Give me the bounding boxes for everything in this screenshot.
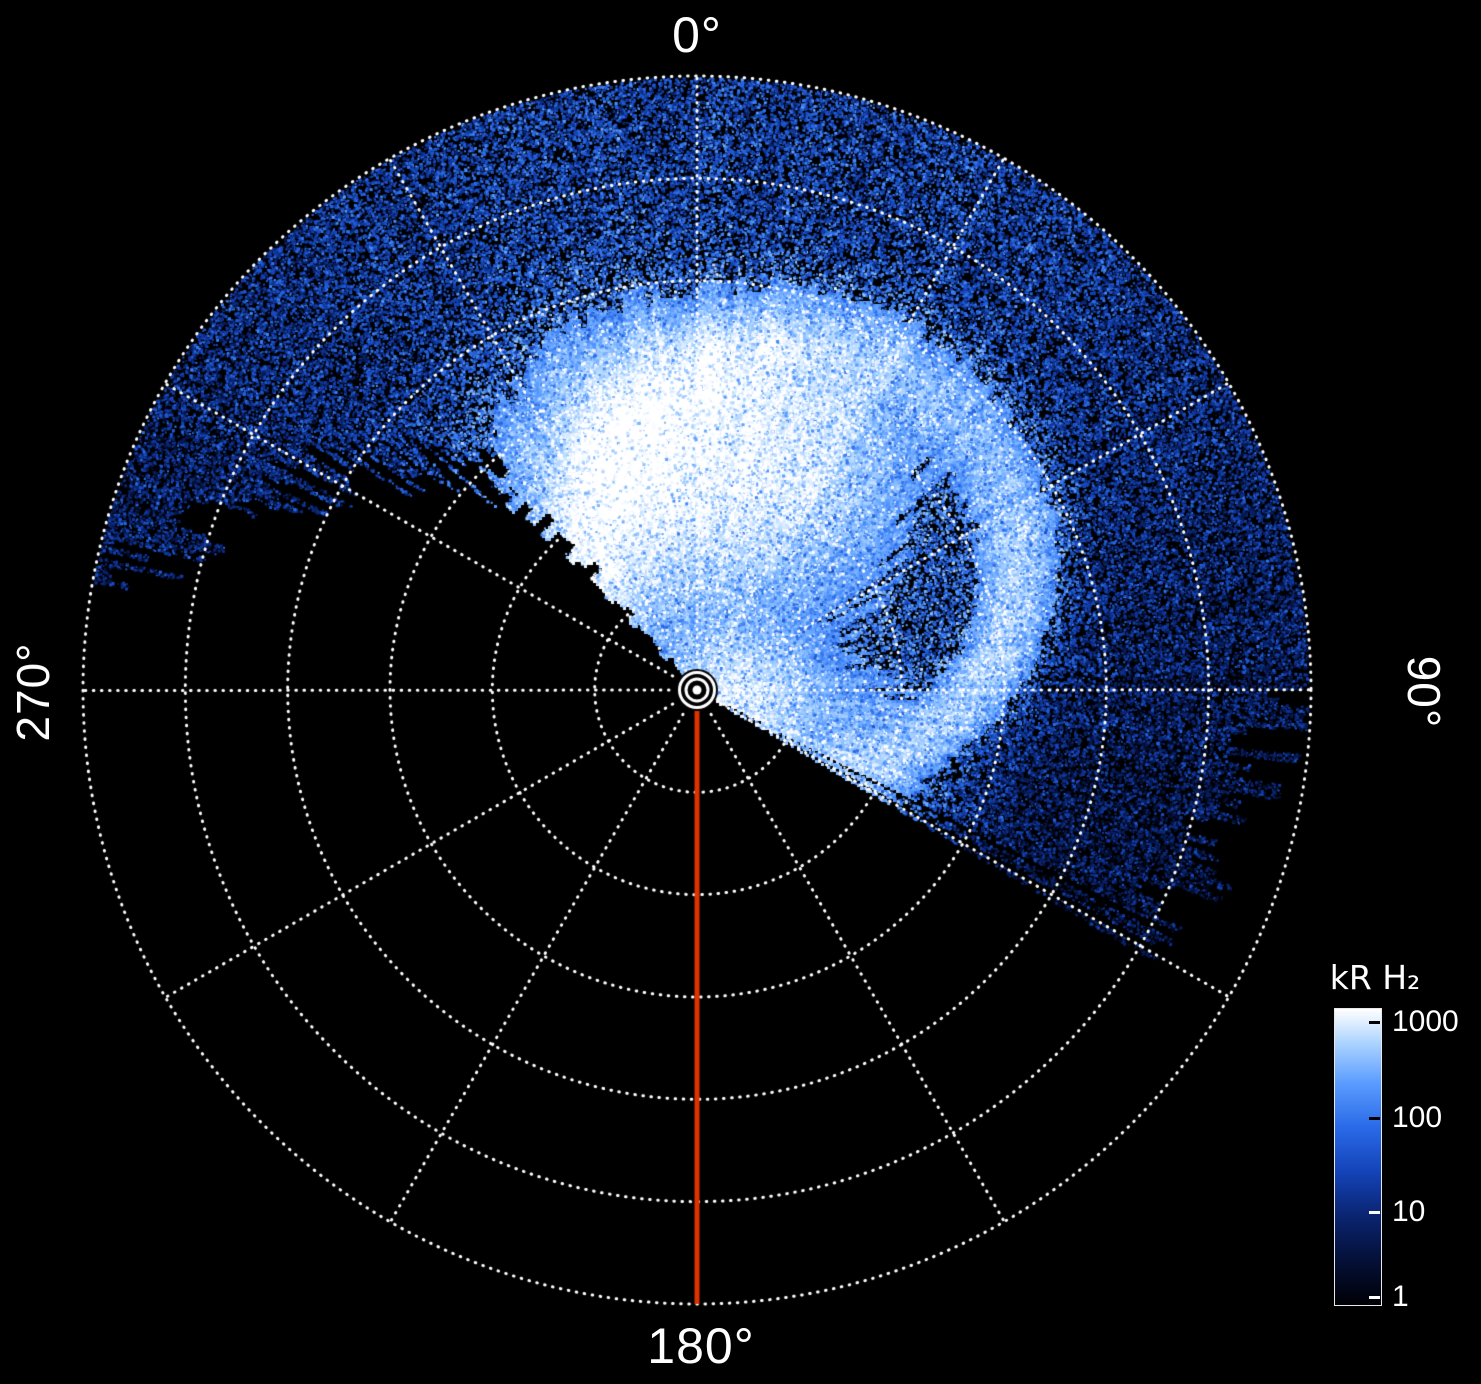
colorbar-tick-label-10: 10: [1392, 1195, 1426, 1228]
angle-label-0deg: 0°: [672, 7, 722, 63]
colorbar-tick-label-1: 1: [1392, 1280, 1409, 1313]
colorbar-tickmark-10: [1369, 1211, 1380, 1214]
colorbar-tick-label-100: 100: [1392, 1101, 1443, 1134]
angle-label-180deg: 180°: [647, 1318, 755, 1374]
colorbar-gradient-bar: [1334, 1008, 1382, 1306]
angle-label-270deg: 270°: [7, 642, 59, 742]
colorbar-tick-label-1000: 1000: [1392, 1005, 1459, 1038]
colorbar-title: kR H₂: [1329, 958, 1421, 997]
colorbar-tickmark-1000: [1369, 1021, 1380, 1024]
colorbar-tickmark-100: [1369, 1117, 1380, 1120]
colorbar-tickmark-1: [1369, 1296, 1380, 1299]
angle-label-90deg: 90°: [1398, 655, 1450, 729]
